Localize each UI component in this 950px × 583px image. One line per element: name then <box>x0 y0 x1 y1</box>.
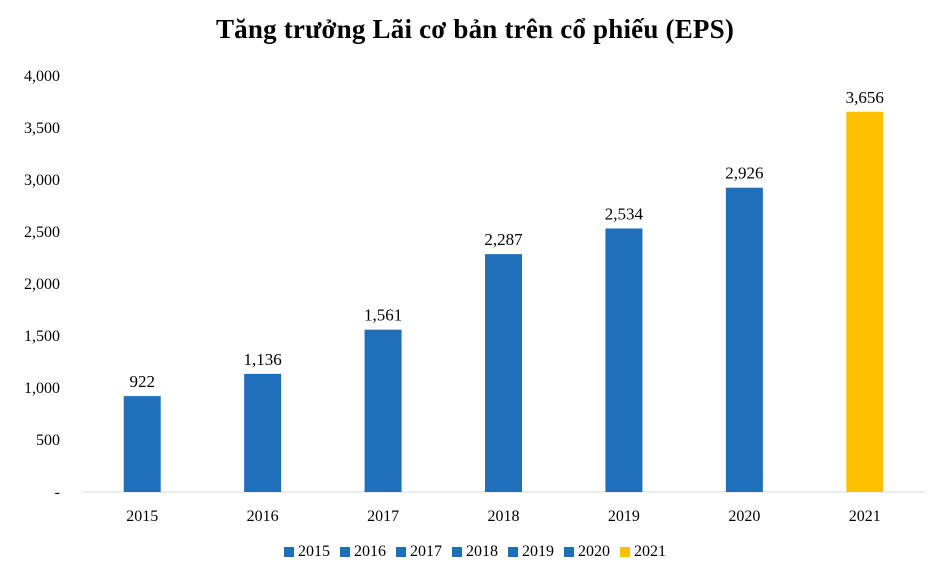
bar-2020 <box>725 187 763 493</box>
legend-swatch <box>284 547 294 557</box>
y-tick-label: 3,500 <box>24 120 60 137</box>
legend-label: 2020 <box>578 543 610 560</box>
legend-swatch <box>396 547 406 557</box>
legend-item-2019: 2019 <box>508 543 554 561</box>
x-axis: 2015 2016 2017 2018 2019 2020 2021 <box>126 508 881 525</box>
legend-swatch <box>340 547 350 557</box>
x-tick-label-2021: 2021 <box>849 508 881 525</box>
chart-title: Tăng trưởng Lãi cơ bản trên cổ phiếu (EP… <box>215 14 735 44</box>
x-tick-label-2019: 2019 <box>608 508 640 525</box>
data-labels: 922 1,136 1,561 2,287 2,534 2,926 3,656 <box>129 88 883 391</box>
data-label-2021: 3,656 <box>846 88 884 107</box>
bar-2018 <box>485 254 522 492</box>
bar-2021 <box>846 111 884 492</box>
legend-item-2016: 2016 <box>340 543 386 561</box>
y-tick-label: 4,000 <box>24 68 60 85</box>
y-tick-label: 1,500 <box>24 328 60 345</box>
y-tick-label: 1,000 <box>24 380 60 397</box>
bar-2019 <box>605 228 643 493</box>
bar-2017 <box>364 329 402 492</box>
x-tick-label-2018: 2018 <box>488 508 520 525</box>
y-axis: - 500 1,000 1,500 2,000 2,500 3,000 3,500 4,000 <box>24 68 60 501</box>
legend-label: 2019 <box>522 543 554 560</box>
legend-item-2015: 2015 <box>284 543 330 561</box>
legend-item-2018: 2018 <box>452 543 498 561</box>
legend-swatch <box>564 547 574 557</box>
legend-item-2017: 2017 <box>396 543 442 561</box>
y-tick-label: 2,000 <box>24 276 60 293</box>
chart-legend: 2015 2016 2017 2018 2019 2020 2021 <box>0 543 950 561</box>
y-tick-label: 3,000 <box>24 172 60 189</box>
bar-2015 <box>123 396 161 492</box>
data-label-2019: 2,534 <box>605 204 644 223</box>
data-label-2017: 1,561 <box>364 306 402 325</box>
legend-item-2020: 2020 <box>564 543 610 561</box>
bar-2016 <box>244 373 282 492</box>
x-tick-label-2020: 2020 <box>728 508 760 525</box>
legend-item-2021: 2021 <box>620 543 666 561</box>
legend-label: 2017 <box>410 543 442 560</box>
data-label-2020: 2,926 <box>725 164 763 183</box>
data-label-2016: 1,136 <box>244 350 282 369</box>
y-tick-label: - <box>55 484 60 501</box>
bar-series <box>123 111 884 493</box>
x-tick-label-2017: 2017 <box>367 508 399 525</box>
legend-swatch <box>620 547 630 557</box>
x-tick-label-2015: 2015 <box>126 508 158 525</box>
x-tick-label-2016: 2016 <box>247 508 279 525</box>
legend-label: 2021 <box>634 543 666 560</box>
legend-swatch <box>452 547 462 557</box>
legend-label: 2016 <box>354 543 386 560</box>
legend-label: 2018 <box>466 543 498 560</box>
legend-swatch <box>508 547 518 557</box>
y-tick-label: 2,500 <box>24 224 60 241</box>
legend-label: 2015 <box>298 543 330 560</box>
data-label-2015: 922 <box>129 372 155 391</box>
y-tick-label: 500 <box>36 432 60 449</box>
data-label-2018: 2,287 <box>484 230 523 249</box>
